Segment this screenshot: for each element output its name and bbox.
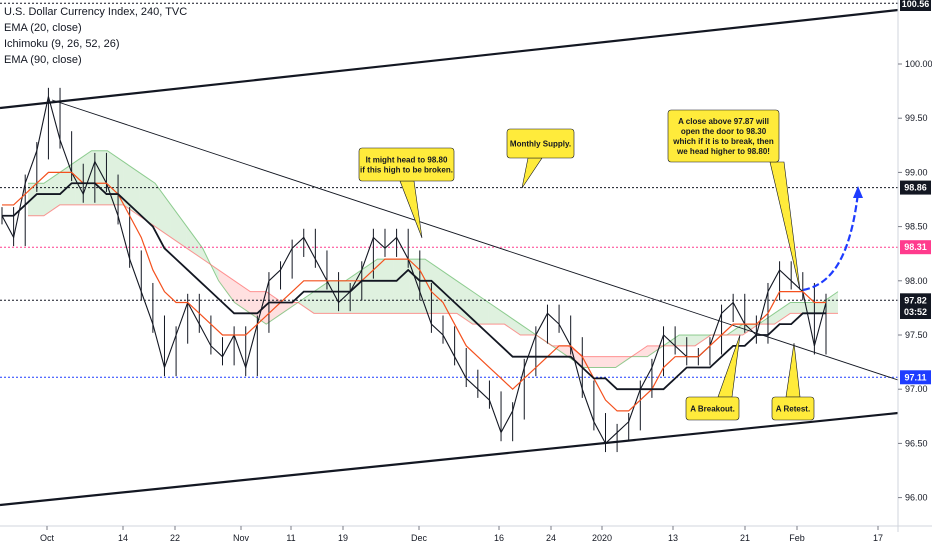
x-tick-label: Oct: [40, 533, 55, 543]
y-tick-label: 97.50: [905, 330, 928, 340]
y-tick-label: 99.00: [905, 167, 928, 177]
cloud-segment-36: [599, 356, 616, 368]
projection-arrow-head: [853, 186, 863, 198]
callout-text: A Retest.: [776, 405, 810, 414]
cloud-segment-8: [155, 183, 171, 238]
cloud-segment-30: [504, 313, 521, 335]
price-tag-label: 97.11: [904, 372, 926, 382]
y-tick-label: 98.00: [905, 276, 928, 286]
legend-ema90[interactable]: EMA (90, close): [4, 54, 82, 66]
cloud-segment-5: [107, 150, 124, 205]
lower-channel-line[interactable]: [0, 411, 899, 507]
cloud-segment-23: [393, 259, 410, 314]
y-tick-label: 96.00: [905, 493, 928, 503]
x-tick-label: 19: [338, 533, 348, 543]
x-tick-label: 11: [286, 533, 295, 543]
price-tag-3: [900, 293, 931, 308]
price-axis[interactable]: 100.00 99.50 99.00 98.50 98.00 97.50 97.00 96.5…: [898, 59, 932, 503]
x-tick-label: 16: [494, 533, 504, 543]
callout-text: Monthly Supply.: [510, 140, 571, 149]
callout-text: we head higher to 98.80!: [676, 147, 770, 156]
y-tick-label: 96.50: [905, 438, 928, 448]
horizontal-levels: [0, 2, 898, 378]
callout-text: A close above 97.87 will: [678, 117, 769, 126]
cloud-segment-22: [377, 259, 394, 314]
price-tag-label: 100.56: [902, 0, 930, 9]
callout-box: [771, 396, 815, 421]
price-tag-5: [900, 370, 931, 385]
price-tag-2: [900, 240, 931, 255]
cloud-segment-48: [790, 302, 807, 314]
x-tick-label: 14: [118, 533, 128, 543]
upper-channel-line[interactable]: [0, 8, 899, 110]
cloud-segment-29: [488, 302, 505, 325]
price-tag-label: 97.82: [904, 295, 927, 305]
y-tick-label: 100.00: [905, 59, 932, 69]
price-tag-label: 03:52: [904, 307, 927, 317]
callout-text: open the door to 98.30: [681, 127, 767, 136]
cloud-segment-26: [440, 269, 457, 314]
x-tick-label: 2020: [592, 533, 612, 543]
x-tick-label: 24: [546, 533, 556, 543]
price-tag-1: [900, 180, 931, 195]
callout-box: [667, 109, 780, 163]
y-tick-label: 99.50: [905, 113, 928, 123]
cloud-segment-19: [329, 280, 346, 314]
cloud-segment-17: [298, 291, 314, 314]
callout-a2: Monthly Supply.: [506, 128, 575, 189]
callout-text: if this high to be broken.: [360, 166, 453, 175]
x-tick-label: Nov: [233, 533, 250, 543]
cloud-segment-0: [28, 183, 44, 216]
callout-box: [685, 396, 740, 421]
legend-ichimoku[interactable]: Ichimoku (9, 26, 52, 26): [4, 38, 120, 50]
x-tick-label: 21: [740, 533, 750, 543]
ema90-line: [2, 182, 826, 391]
cloud-segment-4: [91, 150, 108, 205]
cloud-segment-25: [425, 259, 441, 314]
cloud-segment-47: [774, 302, 791, 325]
callout-text: which if it is to break, then: [672, 137, 774, 146]
y-tick-label: 98.50: [905, 222, 928, 232]
cloud-segment-18: [313, 280, 330, 314]
x-tick-label: 22: [170, 533, 180, 543]
price-tag-4: [900, 305, 931, 319]
price-series: [1, 87, 863, 453]
time-axis[interactable]: Oct 14 22 Nov 11 19 Dec 16 24 2020 13 21 Feb 17: [40, 526, 883, 543]
callout-box: [506, 128, 575, 159]
senkou-span-a: [28, 150, 839, 369]
cloud-segment-7: [139, 172, 156, 227]
x-tick-label: Dec: [411, 533, 428, 543]
plot-background: [0, 0, 898, 526]
x-tick-label: Feb: [789, 533, 805, 543]
senkou-span-b: [28, 204, 838, 358]
callout-box: [358, 147, 455, 182]
chart-legend: U.S. Dollar Currency Index, 240, TVC EMA…: [4, 4, 187, 68]
price-tags: 100.56 98.86 98.31 97.82 03:52 97.11: [900, 0, 931, 385]
symbol-title[interactable]: U.S. Dollar Currency Index, 240, TVC: [4, 6, 188, 18]
price-tag-label: 98.31: [904, 242, 927, 252]
x-tick-label: 13: [668, 533, 678, 543]
callout-a4: A Breakout.: [685, 334, 741, 421]
legend-ema20[interactable]: EMA (20, close): [4, 22, 82, 34]
callout-text: A Breakout.: [690, 405, 735, 414]
projection-arrow: [802, 192, 860, 292]
y-tick-label: 97.00: [905, 384, 928, 394]
cloud-segment-9: [170, 204, 187, 249]
callout-a5: A Retest.: [771, 342, 815, 421]
cloud-segment-27: [456, 280, 473, 325]
callout-text: It might head to 98.80: [366, 156, 448, 165]
cloud-segment-35: [583, 356, 600, 368]
ema20-line: [2, 171, 826, 412]
x-tick-label: 17: [873, 533, 883, 543]
price-tag-0: [900, 0, 931, 11]
price-tag-label: 98.86: [904, 183, 927, 193]
